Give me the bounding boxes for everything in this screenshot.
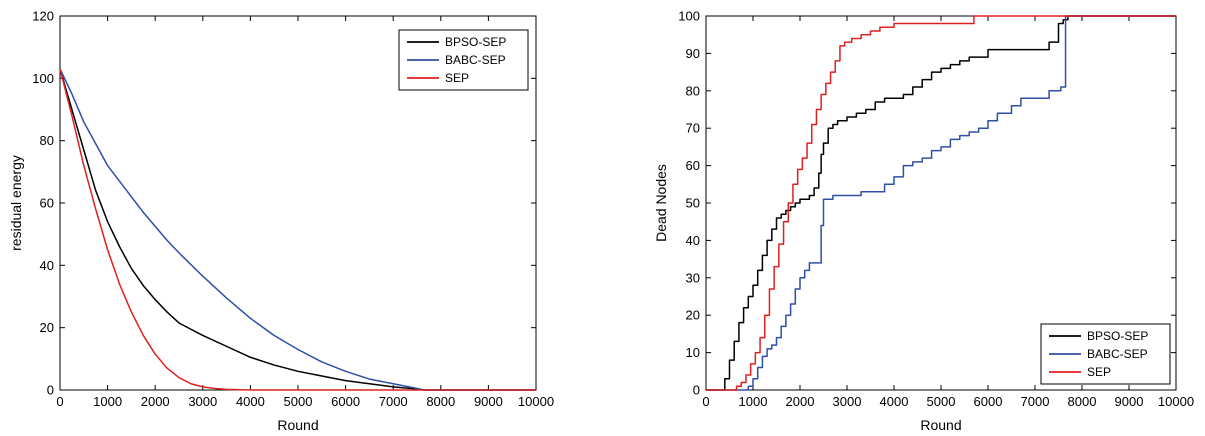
dead-nodes-chart: 0 1000 2000 3000 4000 5000 6000 7000 8000 9000 100… (653, 9, 1194, 434)
y-tick-label: 40 (40, 258, 54, 273)
y-tick-label: 10 (686, 345, 700, 360)
y-tick-label: 60 (686, 158, 700, 173)
x-tick-label: 4000 (236, 394, 265, 409)
x-tick-label: 4000 (880, 394, 909, 409)
x-tick-label: 3000 (833, 394, 862, 409)
legend-label: BABC-SEP (1087, 347, 1148, 361)
x-tick-label: 8000 (426, 394, 455, 409)
x-tick-label: 1000 (93, 394, 122, 409)
x-tick-label: 6000 (974, 394, 1003, 409)
legend-label: BABC-SEP (445, 53, 506, 67)
x-tick-label: 10000 (1158, 394, 1194, 409)
legend-label: BPSO-SEP (1087, 329, 1148, 343)
residual-energy-chart: 0 1000 2000 3000 4000 5000 6000 7000 8000 9000 100… (8, 9, 554, 434)
x-tick-label: 0 (702, 394, 709, 409)
y-tick-label: 80 (40, 133, 54, 148)
series-line-sep (59, 68, 536, 391)
series-lines (706, 15, 1176, 391)
x-tick-label: 9000 (474, 394, 503, 409)
tick-group: 0 1000 2000 3000 4000 5000 6000 7000 8000 9000 100… (678, 9, 1194, 410)
y-tick-label: 20 (686, 308, 700, 323)
x-tick-label: 2000 (141, 394, 170, 409)
series-line-bpso-sep (706, 15, 1176, 391)
x-tick-label: 10000 (518, 394, 554, 409)
y-tick-label: 80 (686, 83, 700, 98)
x-tick-label: 0 (56, 394, 63, 409)
legend-label: SEP (445, 71, 469, 85)
x-tick-label: 8000 (1068, 394, 1097, 409)
x-tick-label: 3000 (188, 394, 217, 409)
y-tick-label: 120 (32, 9, 54, 24)
y-tick-label: 70 (686, 121, 700, 136)
x-tick-label: 7000 (1021, 394, 1050, 409)
y-tick-label: 30 (686, 270, 700, 285)
y-tick-label: 0 (47, 383, 54, 398)
series-line-babc-sep (59, 68, 536, 391)
x-tick-label: 5000 (284, 394, 313, 409)
y-axis-label: residual energy (8, 155, 24, 251)
y-tick-label: 100 (32, 71, 54, 86)
legend: BPSO-SEP BABC-SEP SEP (1040, 323, 1171, 385)
series-line-babc-sep (706, 15, 1176, 391)
x-axis-label: Round (920, 417, 961, 433)
legend: BPSO-SEP BABC-SEP SEP (398, 29, 529, 91)
legend-label: SEP (1087, 365, 1111, 379)
y-tick-label: 100 (678, 9, 700, 24)
y-tick-label: 20 (40, 320, 54, 335)
y-tick-label: 0 (693, 383, 700, 398)
y-tick-label: 50 (686, 196, 700, 211)
y-tick-label: 40 (686, 233, 700, 248)
tick-group: 0 1000 2000 3000 4000 5000 6000 7000 8000 9000 100… (32, 9, 554, 410)
x-tick-label: 2000 (786, 394, 815, 409)
series-line-sep (706, 15, 1176, 391)
x-tick-label: 7000 (379, 394, 408, 409)
x-tick-label: 5000 (927, 394, 956, 409)
x-axis-label: Round (277, 417, 318, 433)
y-axis-label: Dead Nodes (653, 164, 669, 242)
x-tick-label: 9000 (1115, 394, 1144, 409)
legend-label: BPSO-SEP (445, 35, 506, 49)
series-lines (59, 68, 536, 391)
x-tick-label: 6000 (331, 394, 360, 409)
y-tick-label: 90 (686, 46, 700, 61)
series-line-bpso-sep (59, 68, 536, 391)
x-tick-label: 1000 (739, 394, 768, 409)
y-tick-label: 60 (40, 196, 54, 211)
